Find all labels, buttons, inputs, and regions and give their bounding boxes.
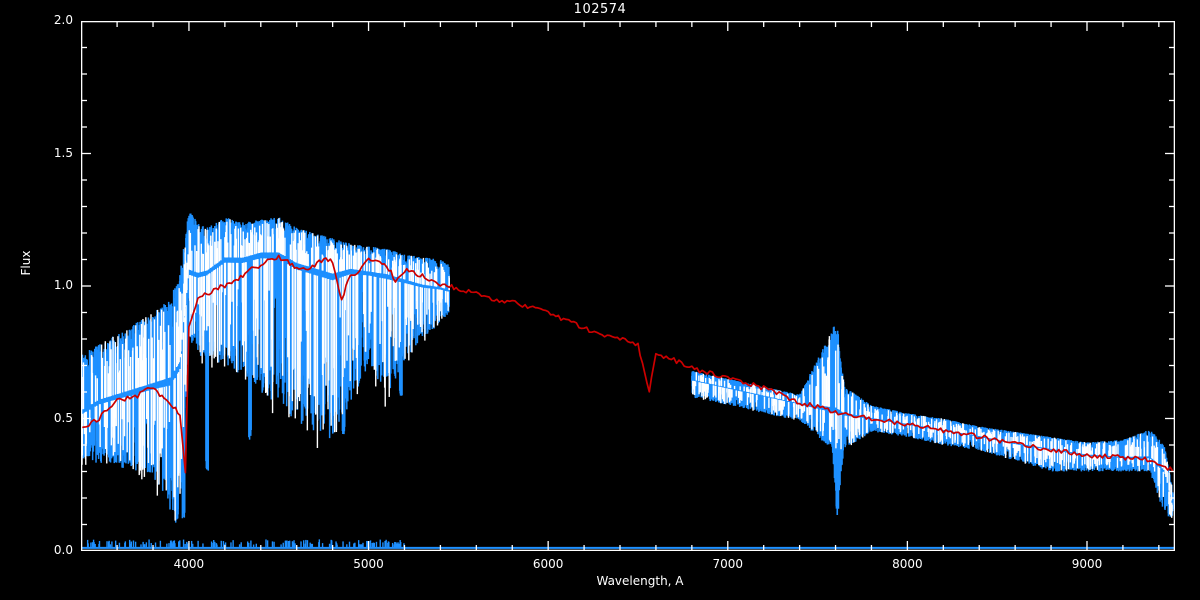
y-tick-label: 2.0	[53, 13, 73, 27]
page-title: 102574	[573, 2, 627, 17]
axis-frame-and-ticks	[81, 21, 1175, 551]
error-spectrum-white	[81, 218, 1173, 521]
y-tick-label: 0.5	[53, 410, 73, 425]
model-spectrum-red	[81, 254, 1174, 474]
sky-or-noise-baseline	[81, 539, 1175, 549]
y-tick-label: 1.5	[53, 145, 73, 160]
plot-area	[81, 21, 1175, 551]
x-tick-label: 9000	[1071, 557, 1103, 571]
x-tick-label: 8000	[892, 557, 923, 571]
x-tick-label: 5000	[353, 557, 384, 571]
x-tick-label: 4000	[173, 557, 205, 571]
x-tick-label: 6000	[532, 557, 564, 571]
x-tick-label: 7000	[712, 557, 744, 571]
y-tick-label: 0.0	[53, 543, 73, 557]
y-tick-label: 1.0	[53, 278, 73, 292]
x-axis-title: Wavelength, A	[596, 574, 684, 588]
spectrum-canvas	[81, 21, 1175, 551]
